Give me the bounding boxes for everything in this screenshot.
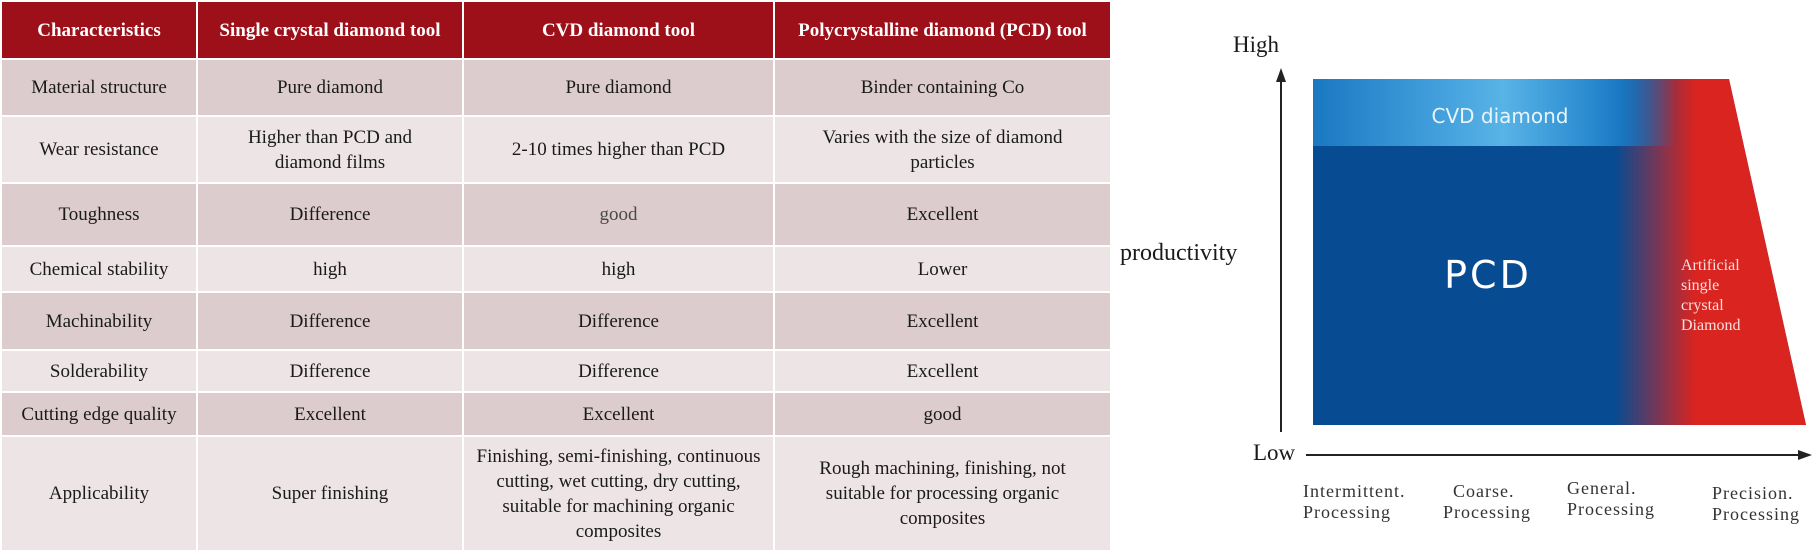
x-category-label: Processing <box>1303 502 1391 522</box>
cvd-diamond-label: CVD diamond <box>1431 104 1568 128</box>
x-category-label: General. <box>1567 478 1636 498</box>
artificial-label-line: Diamond <box>1681 317 1741 334</box>
x-category-label: Coarse. <box>1453 481 1514 501</box>
table-cell: Rough machining, finishing, not suitable… <box>773 435 1112 552</box>
x-category-label: Intermittent. <box>1303 481 1405 501</box>
row-label: Machinability <box>0 291 198 351</box>
table-cell: Difference <box>462 291 775 351</box>
table-cell: Excellent <box>773 291 1112 351</box>
row-label: Material structure <box>0 58 198 117</box>
table-cell: Varies with the size of diamond particle… <box>773 115 1112 184</box>
row-label: Cutting edge quality <box>0 391 198 437</box>
cvd-diamond-band <box>1313 79 1620 146</box>
header-characteristics: Characteristics <box>0 0 198 60</box>
table-row: Toughness Difference good Excellent <box>0 182 1112 247</box>
x-axis-arrow <box>1798 450 1812 460</box>
table-cell: Binder containing Co <box>773 58 1112 117</box>
artificial-label-line: crystal <box>1681 297 1724 314</box>
table-cell: Pure diamond <box>462 58 775 117</box>
table-cell: 2-10 times higher than PCD <box>462 115 775 184</box>
table-cell: Super finishing <box>196 435 464 552</box>
cvd-diamond-band-fade <box>1620 79 1675 146</box>
x-category-label: Processing <box>1443 502 1531 522</box>
pcd-label: PCD <box>1444 253 1532 297</box>
row-label: Wear resistance <box>0 115 198 184</box>
table-cell: Excellent <box>196 391 464 437</box>
table-cell: Excellent <box>773 182 1112 247</box>
y-axis-arrow <box>1276 68 1286 82</box>
table-cell: Pure diamond <box>196 58 464 117</box>
table-cell: good <box>462 182 775 247</box>
table-row: Chemical stability high high Lower <box>0 245 1112 293</box>
table-cell: Difference <box>196 349 464 393</box>
artificial-label-line: single <box>1681 277 1719 294</box>
table-cell: high <box>462 245 775 293</box>
table-cell: Excellent <box>462 391 775 437</box>
table-cell: good <box>773 391 1112 437</box>
comparison-table-container: Characteristics Single crystal diamond t… <box>0 0 1112 552</box>
y-axis-title: productivity <box>1120 240 1237 266</box>
table-cell: Difference <box>462 349 775 393</box>
table-row: Material structure Pure diamond Pure dia… <box>0 58 1112 117</box>
table-row: Applicability Super finishing Finishing,… <box>0 435 1112 552</box>
table-cell: Finishing, semi-finishing, continuous cu… <box>462 435 775 552</box>
header-single-crystal: Single crystal diamond tool <box>196 0 464 60</box>
y-axis-high-label: High <box>1233 32 1280 57</box>
table-cell: Lower <box>773 245 1112 293</box>
header-cvd: CVD diamond tool <box>462 0 775 60</box>
table-row: Cutting edge quality Excellent Excellent… <box>0 391 1112 437</box>
row-label: Chemical stability <box>0 245 198 293</box>
tool-comparison-table: Characteristics Single crystal diamond t… <box>0 0 1112 552</box>
table-row: Wear resistance Higher than PCD and diam… <box>0 115 1112 184</box>
table-cell: Higher than PCD and diamond films <box>196 115 464 184</box>
x-category-label: Processing <box>1567 499 1655 519</box>
row-label: Applicability <box>0 435 198 552</box>
table-cell: Difference <box>196 182 464 247</box>
x-category-label: Processing <box>1712 504 1800 524</box>
x-category-label: Precision. <box>1712 483 1794 503</box>
y-axis-low-label: Low <box>1253 440 1296 465</box>
row-label: Toughness <box>0 182 198 247</box>
table-header-row: Characteristics Single crystal diamond t… <box>0 0 1112 60</box>
table-cell: Excellent <box>773 349 1112 393</box>
header-pcd: Polycrystalline diamond (PCD) tool <box>773 0 1112 60</box>
table-row: Machinability Difference Difference Exce… <box>0 291 1112 351</box>
productivity-diagram-svg: High productivity Low CVD diamond PCD Ar… <box>1120 32 1812 524</box>
table-row: Solderability Difference Difference Exce… <box>0 349 1112 393</box>
row-label: Solderability <box>0 349 198 393</box>
table-cell: Difference <box>196 291 464 351</box>
artificial-label-line: Artificial <box>1681 257 1740 274</box>
table-cell: high <box>196 245 464 293</box>
productivity-diagram: High productivity Low CVD diamond PCD Ar… <box>1110 0 1817 557</box>
artificial-single-crystal-label: Artificial single crystal Diamond <box>1681 257 1741 334</box>
